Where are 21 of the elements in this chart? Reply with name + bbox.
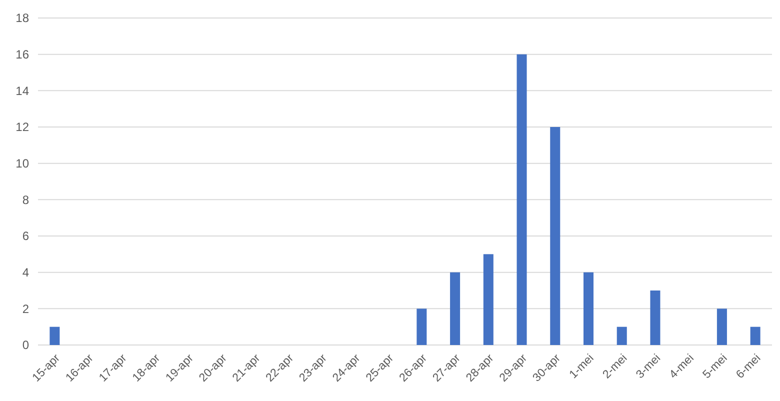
y-tick-label: 0 [22,338,30,352]
bar [450,272,460,345]
y-tick-label: 16 [16,48,30,62]
y-tick-label: 12 [16,120,30,134]
bar [50,326,60,345]
bar [483,254,494,345]
y-tick-label: 6 [22,229,30,244]
bar [616,326,627,345]
bar [650,290,660,345]
bar [750,326,760,345]
y-tick-label: 18 [16,11,30,26]
bar [583,272,594,345]
y-tick-label: 10 [16,156,30,171]
bar [516,54,527,345]
y-tick-label: 8 [22,192,30,207]
bar [416,308,427,345]
bar [550,127,560,345]
y-tick-label: 4 [22,266,30,280]
y-tick-label: 2 [22,302,30,316]
y-tick-label: 14 [16,84,30,98]
bar [716,308,727,345]
